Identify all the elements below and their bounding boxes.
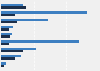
Bar: [1, 28, 9, 31]
Bar: [1, 65, 4, 67]
Bar: [1, 50, 23, 52]
Bar: [1, 26, 13, 28]
Bar: [1, 43, 9, 45]
Bar: [1, 48, 36, 50]
Bar: [1, 40, 79, 43]
Bar: [1, 62, 6, 65]
Bar: [1, 4, 23, 6]
Bar: [1, 11, 87, 14]
Bar: [1, 19, 48, 21]
Bar: [1, 21, 17, 23]
Bar: [1, 55, 21, 57]
Bar: [1, 36, 10, 38]
Bar: [1, 33, 12, 36]
Bar: [1, 14, 15, 16]
Bar: [1, 57, 15, 60]
Bar: [1, 6, 26, 9]
